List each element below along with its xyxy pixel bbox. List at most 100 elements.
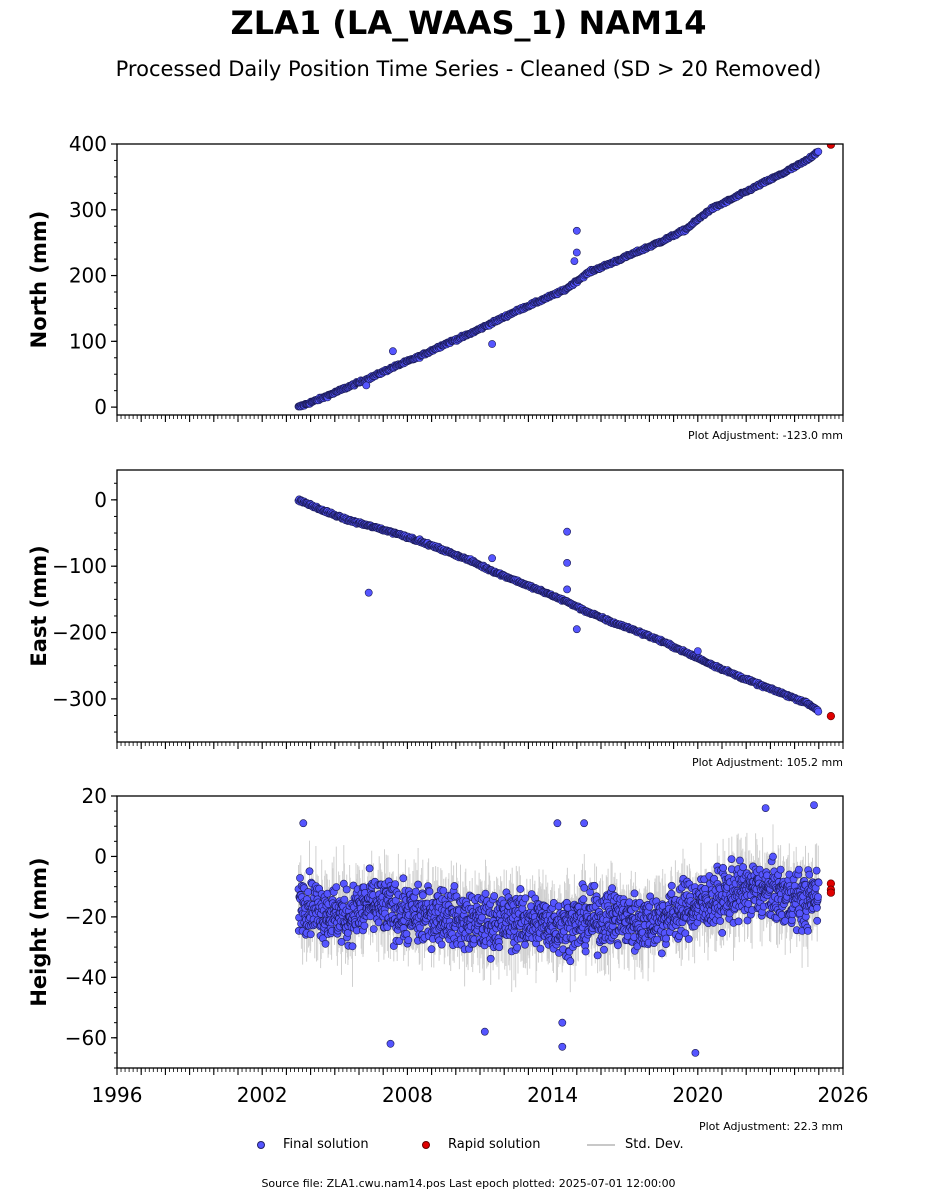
final-point	[516, 885, 525, 893]
y-tick-label: 0	[94, 488, 107, 512]
plot-adjustment-label: Plot Adjustment: 105.2 mm	[692, 756, 843, 769]
final-point	[570, 257, 579, 265]
final-point	[362, 381, 371, 390]
chart-title: ZLA1 (LA_WAAS_1) NAM14	[230, 4, 707, 42]
final-point	[395, 937, 404, 945]
final-point	[450, 882, 459, 890]
plot-area	[294, 144, 835, 411]
plot-frame	[116, 469, 844, 743]
final-point	[657, 949, 666, 958]
final-point	[391, 880, 400, 888]
y-tick-label: 400	[69, 132, 107, 156]
y-tick-label: 200	[69, 264, 107, 288]
final-point	[572, 248, 581, 257]
final-point	[365, 864, 374, 873]
final-point	[521, 894, 530, 903]
final-point	[478, 913, 486, 922]
final-point	[321, 939, 330, 948]
final-solution-points	[294, 495, 823, 716]
final-point	[566, 957, 575, 966]
final-point	[486, 954, 495, 963]
y-tick-label: 100	[69, 329, 107, 353]
y-tick-label: 300	[69, 198, 107, 222]
final-point	[369, 925, 378, 933]
final-point	[521, 940, 529, 949]
final-point	[684, 935, 693, 943]
final-point	[580, 884, 589, 892]
plot-area	[294, 801, 836, 1057]
final-solution-points	[294, 801, 823, 1057]
final-point	[414, 880, 422, 889]
y-tick-label: 0	[94, 395, 107, 419]
final-point	[581, 947, 590, 956]
final-point	[488, 554, 496, 563]
final-point	[399, 874, 408, 883]
final-point	[608, 884, 616, 893]
final-point	[488, 340, 496, 348]
final-point	[304, 888, 312, 896]
final-point	[340, 895, 349, 904]
final-solution-points	[294, 147, 823, 411]
final-point	[536, 944, 545, 953]
y-tick-label: −100	[52, 554, 107, 578]
final-point	[563, 585, 571, 594]
y-axis-label: North (mm)	[27, 211, 51, 349]
rapid-point	[826, 711, 836, 721]
final-point	[667, 881, 676, 890]
final-point	[572, 625, 581, 634]
final-point	[662, 934, 670, 943]
final-point	[306, 930, 315, 939]
final-point	[490, 892, 499, 900]
final-point	[348, 942, 357, 951]
final-point	[418, 891, 427, 900]
final-point	[360, 921, 369, 930]
plot-adjustment-label: Plot Adjustment: -123.0 mm	[688, 429, 843, 442]
final-point	[337, 938, 346, 946]
final-point	[590, 881, 599, 890]
final-point	[305, 867, 314, 876]
final-point	[600, 945, 608, 954]
y-tick-label: −200	[52, 621, 107, 645]
final-point	[439, 886, 448, 895]
final-point	[563, 527, 571, 536]
rapid-point	[826, 144, 835, 149]
final-point	[814, 707, 823, 716]
final-point	[332, 883, 341, 891]
final-point	[296, 874, 304, 882]
y-tick-label: −300	[52, 687, 107, 711]
final-point	[404, 936, 413, 945]
final-point	[427, 945, 436, 954]
final-point	[579, 895, 588, 904]
final-point	[563, 559, 571, 567]
final-point	[425, 887, 434, 896]
final-point	[814, 147, 823, 156]
y-axis-label: East (mm)	[27, 545, 51, 666]
chart-subtitle: Processed Daily Position Time Series - C…	[115, 57, 822, 81]
final-point	[593, 951, 602, 960]
rapid-solution-points	[826, 711, 836, 721]
final-point	[630, 889, 639, 898]
panel-north: 0 100 200 300 400 North (mm) Plot Adjustment: …	[27, 132, 844, 442]
final-point	[415, 923, 424, 932]
final-point	[572, 226, 581, 235]
final-point	[374, 918, 383, 927]
final-point	[437, 940, 446, 949]
plot-frame	[116, 143, 844, 416]
final-point	[625, 898, 634, 907]
final-point	[495, 943, 504, 952]
final-point	[614, 941, 622, 950]
final-point	[513, 943, 522, 952]
final-point	[693, 647, 702, 655]
final-point	[388, 347, 397, 356]
final-point	[364, 588, 373, 597]
plot-area	[294, 495, 836, 721]
final-point	[681, 929, 690, 938]
rapid-solution-points	[826, 144, 835, 149]
final-point	[411, 887, 420, 896]
final-point	[481, 889, 490, 898]
final-point	[653, 935, 661, 944]
final-point	[342, 885, 351, 894]
